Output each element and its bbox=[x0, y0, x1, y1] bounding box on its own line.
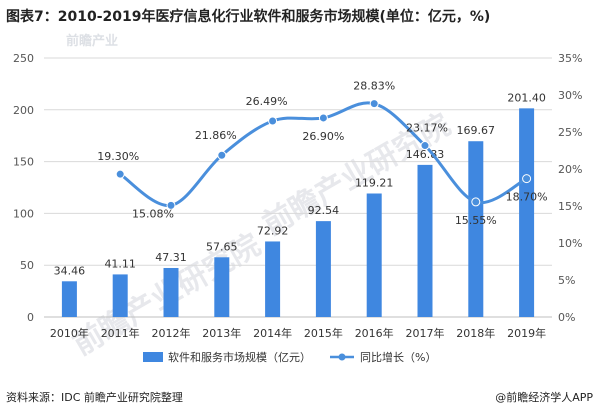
x-tick-label: 2012年 bbox=[152, 326, 191, 340]
growth-value-label: 26.90% bbox=[302, 130, 344, 143]
growth-value-label: 21.86% bbox=[195, 129, 237, 142]
y-left-tick-label: 250 bbox=[13, 52, 34, 65]
x-tick-label: 2016年 bbox=[355, 326, 394, 340]
y-left-tick-label: 50 bbox=[20, 259, 34, 272]
bar-value-label: 169.67 bbox=[457, 124, 496, 137]
growth-value-label: 28.83% bbox=[353, 80, 395, 93]
y-left-tick-label: 150 bbox=[13, 156, 34, 169]
bar bbox=[315, 221, 331, 317]
bar-value-label: 41.11 bbox=[104, 257, 136, 270]
growth-point bbox=[166, 200, 176, 210]
bar bbox=[519, 108, 535, 317]
bar-value-label: 47.31 bbox=[155, 251, 187, 264]
growth-point bbox=[217, 150, 227, 160]
bar bbox=[468, 141, 484, 317]
y-right-tick-label: 25% bbox=[558, 126, 582, 139]
x-tick-label: 2010年 bbox=[50, 326, 89, 340]
y-left-tick-label: 0 bbox=[27, 311, 34, 324]
x-tick-label: 2015年 bbox=[304, 326, 343, 340]
growth-point bbox=[471, 197, 481, 207]
legend-swatch-marker bbox=[338, 353, 346, 361]
bar bbox=[214, 257, 230, 317]
x-tick-label: 2013年 bbox=[202, 326, 241, 340]
y-left-tick-label: 100 bbox=[13, 207, 34, 220]
growth-point bbox=[369, 99, 379, 109]
growth-value-label: 18.70% bbox=[506, 191, 548, 204]
bar bbox=[366, 193, 382, 317]
brand-credit: @前瞻经济学人APP bbox=[495, 391, 593, 404]
source-note: 资料来源：IDC 前瞻产业研究院整理 bbox=[6, 391, 183, 404]
y-right-tick-label: 15% bbox=[558, 200, 582, 213]
legend-swatch-bar bbox=[143, 352, 163, 362]
growth-value-label: 23.17% bbox=[406, 122, 448, 135]
bar-value-label: 72.92 bbox=[257, 224, 289, 237]
growth-value-label: 15.55% bbox=[455, 214, 497, 227]
bar-value-label: 34.46 bbox=[54, 264, 86, 277]
y-right-tick-label: 0% bbox=[558, 311, 575, 324]
bar-value-label: 92.54 bbox=[308, 204, 340, 217]
growth-value-label: 19.30% bbox=[97, 150, 139, 163]
y-right-tick-label: 30% bbox=[558, 89, 582, 102]
legend-label-line: 同比增长（%） bbox=[360, 350, 436, 364]
bar bbox=[265, 241, 281, 317]
growth-point bbox=[115, 169, 125, 179]
bar bbox=[417, 164, 433, 317]
x-tick-label: 2011年 bbox=[101, 326, 140, 340]
watermark-top: 前瞻产业 bbox=[66, 34, 119, 49]
growth-point bbox=[318, 113, 328, 123]
bar-value-label: 201.40 bbox=[507, 91, 546, 104]
growth-value-label: 15.08% bbox=[132, 207, 174, 220]
y-right-tick-label: 20% bbox=[558, 163, 582, 176]
bar bbox=[112, 274, 128, 317]
x-tick-label: 2014年 bbox=[253, 326, 292, 340]
bar bbox=[61, 281, 77, 317]
chart-title: 图表7：2010-2019年医疗信息化行业软件和服务市场规模(单位：亿元，%) bbox=[6, 9, 491, 25]
bar-value-label: 119.21 bbox=[355, 176, 394, 189]
bar-value-label: 57.65 bbox=[206, 240, 238, 253]
x-tick-label: 2017年 bbox=[406, 326, 445, 340]
y-left-tick-label: 200 bbox=[13, 104, 34, 117]
y-right-tick-label: 10% bbox=[558, 237, 582, 250]
y-right-tick-label: 5% bbox=[558, 274, 575, 287]
growth-point bbox=[268, 116, 278, 126]
growth-point bbox=[522, 174, 532, 184]
growth-point bbox=[420, 141, 430, 151]
y-right-tick-label: 35% bbox=[558, 52, 582, 65]
x-tick-label: 2019年 bbox=[507, 326, 546, 340]
bar bbox=[163, 267, 179, 317]
legend-label-bar: 软件和服务市场规模（亿元） bbox=[168, 350, 311, 364]
growth-value-label: 26.49% bbox=[246, 95, 288, 108]
x-tick-label: 2018年 bbox=[456, 326, 495, 340]
